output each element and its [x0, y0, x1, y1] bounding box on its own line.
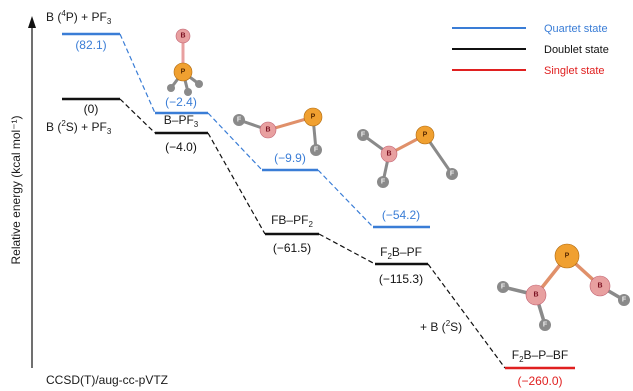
atom-f [446, 168, 458, 180]
species-d2: FB–PF2 [271, 213, 313, 229]
atom-f [184, 88, 192, 96]
atom-p [554, 243, 580, 269]
atom-f [195, 80, 203, 88]
svg-text:B: B [265, 127, 270, 134]
svg-text:B: B [533, 292, 538, 299]
molecule-f2bpf-quartet: F B F P F [357, 125, 458, 188]
connectors [119, 33, 506, 369]
svg-text:B: B [597, 283, 602, 290]
method-label: CCSD(T)/aug-cc-pVTZ [46, 373, 168, 387]
species-d3: F2B–PF [380, 245, 422, 261]
connector-d0-d1 [119, 98, 156, 134]
svg-text:F: F [361, 132, 366, 139]
atom-b [259, 121, 277, 139]
connector-q2-q3 [317, 169, 374, 228]
species-s4: F2B–P–BF [512, 348, 569, 364]
svg-text:F: F [622, 297, 627, 304]
atom-f [618, 294, 630, 306]
atom-b [589, 275, 611, 297]
atom-f [233, 114, 245, 126]
levels [62, 32, 575, 370]
connector-d2-d3 [318, 233, 376, 265]
atom-p [173, 62, 193, 82]
value-q3: (−54.2) [382, 208, 420, 222]
value-d0: (0) [84, 102, 99, 116]
svg-text:B: B [180, 33, 185, 40]
reactant-doublet-label: B (2S) + PF3 [46, 119, 112, 136]
atom-f [357, 129, 369, 141]
legend: Quartet state Doublet state Singlet stat… [452, 23, 609, 77]
svg-text:F: F [543, 322, 548, 329]
atom-f [497, 281, 509, 293]
atom-p [415, 125, 435, 145]
molecule-fbpf-quartet: F B P F [233, 107, 323, 156]
atom-f [167, 84, 175, 92]
svg-text:F: F [314, 147, 319, 154]
species-d1: B–PF3 [164, 113, 199, 129]
atom-f [539, 319, 551, 331]
svg-text:P: P [311, 114, 316, 121]
atom-b [380, 145, 398, 163]
atom-b [175, 28, 191, 44]
connector-d3-s4 [427, 263, 506, 369]
reactant-quartet-label: B (4P) + PF3 [46, 9, 112, 26]
legend-doublet-label: Doublet state [544, 44, 609, 56]
connector-q0-q1 [119, 33, 156, 114]
svg-text:P: P [423, 132, 428, 139]
svg-text:F: F [450, 171, 455, 178]
value-q1: (−2.4) [165, 95, 197, 109]
y-axis-arrowhead [28, 16, 36, 28]
svg-text:F: F [501, 284, 506, 291]
svg-text:F: F [381, 179, 386, 186]
atom-b [525, 284, 547, 306]
atom-f [310, 144, 322, 156]
svg-text:B: B [386, 151, 391, 158]
value-q0: (82.1) [75, 38, 106, 52]
value-d1: (−4.0) [165, 140, 197, 154]
connector-q1-q2 [207, 112, 263, 171]
molecule-f2bpbf: F B F P B F [497, 243, 630, 331]
connector-d1-d2 [207, 132, 266, 235]
atom-p [303, 107, 323, 127]
value-q2: (−9.9) [274, 151, 306, 165]
legend-quartet-label: Quartet state [544, 23, 608, 35]
atom-f [377, 176, 389, 188]
svg-text:P: P [181, 69, 186, 76]
value-d3: (−115.3) [379, 272, 423, 286]
value-d2: (−61.5) [273, 241, 311, 255]
svg-text:F: F [237, 117, 242, 124]
added-atom-label: + B (2S) [420, 319, 462, 334]
molecule-bpf3: B P [167, 28, 203, 96]
value-s4: (−260.0) [517, 374, 562, 388]
svg-text:P: P [565, 253, 570, 260]
legend-singlet-label: Singlet state [544, 65, 605, 77]
y-axis-label: Relative energy (kcal mol⁻¹) [9, 115, 23, 264]
